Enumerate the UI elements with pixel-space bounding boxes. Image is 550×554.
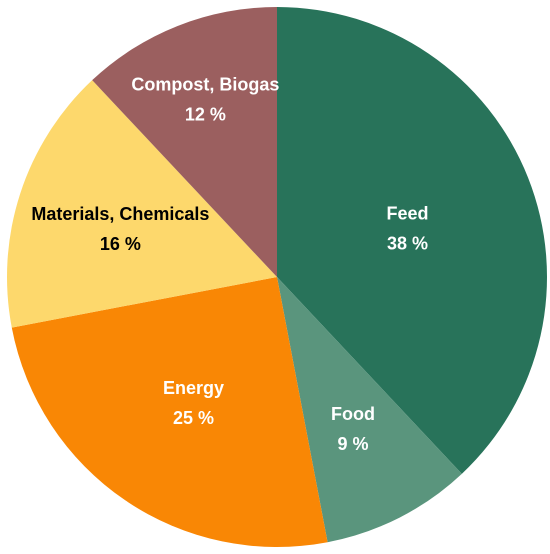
pie-label-value: 25 % [173, 408, 214, 428]
pie-label-food: Food 9 % [331, 404, 375, 454]
pie-slice-feed [277, 7, 548, 474]
pie-slice-food [277, 277, 462, 543]
pie-label-materials-chemicals: Materials, Chemicals 16 % [31, 204, 209, 254]
pie-label-value: 12 % [185, 104, 226, 124]
pie-slice-materials-chemicals [6, 80, 277, 328]
pie-label-energy: Energy 25 % [163, 378, 224, 428]
pie-label-name: Compost, Biogas [131, 74, 279, 94]
pie-slice-compost-biogas [92, 7, 277, 277]
pie-label-value: 9 % [337, 434, 368, 454]
pie-label-value: 38 % [387, 233, 428, 253]
pie-slice-energy [11, 277, 328, 548]
pie-slices [6, 7, 548, 548]
pie-label-name: Materials, Chemicals [31, 204, 209, 224]
pie-label-value: 16 % [100, 234, 141, 254]
pie-label-name: Energy [163, 378, 224, 398]
pie-label-name: Food [331, 404, 375, 424]
pie-label-compost-biogas: Compost, Biogas 12 % [131, 74, 279, 124]
pie-label-feed: Feed 38 % [386, 203, 428, 253]
pie-label-name: Feed [386, 203, 428, 223]
pie-labels: Feed 38 % Food 9 % Energy 25 % Materials, Chem… [31, 74, 428, 454]
